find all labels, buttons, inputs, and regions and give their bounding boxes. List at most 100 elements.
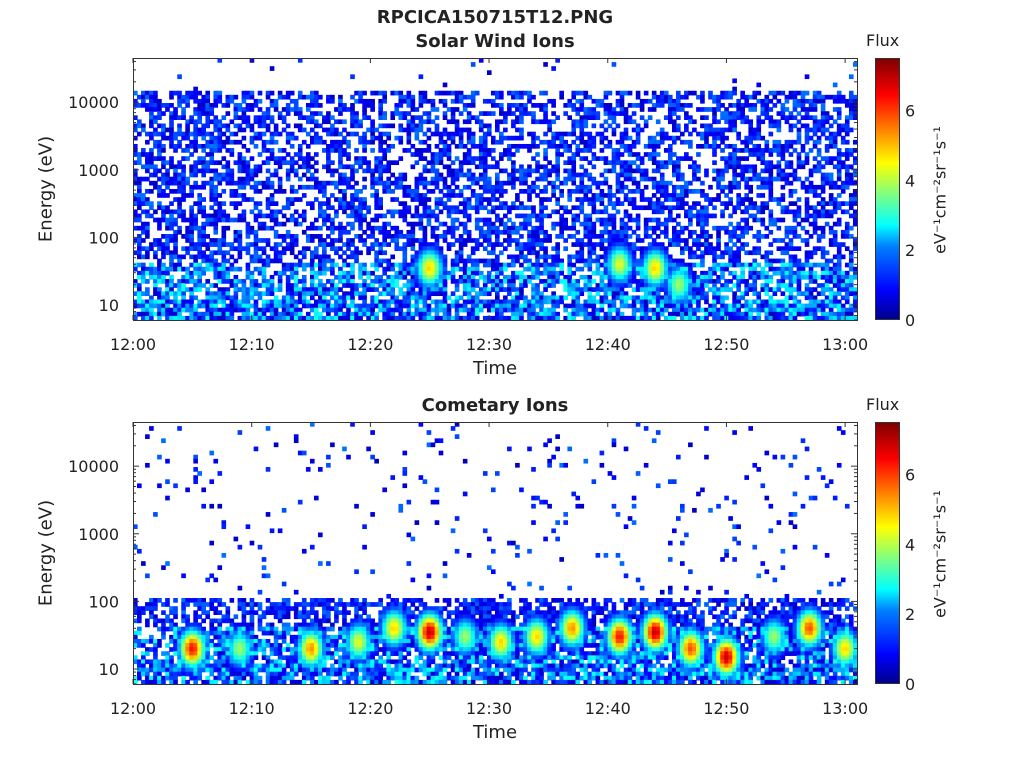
- spectrogram-cell: [470, 193, 476, 198]
- spectrogram-cell: [233, 103, 239, 108]
- spectrogram-cell: [667, 107, 673, 112]
- spectrogram-cell: [647, 315, 653, 320]
- spectrogram-cell: [133, 209, 138, 215]
- spectrogram-cell: [676, 262, 681, 268]
- spectrogram-cell: [627, 266, 633, 272]
- spectrogram-cell: [257, 168, 263, 174]
- spectrogram-cell: [603, 295, 609, 301]
- spectrogram-cell: [414, 189, 420, 194]
- spectrogram-cell: [253, 291, 259, 297]
- spectrogram-cell: [253, 307, 259, 313]
- spectrogram-cell: [519, 254, 524, 260]
- spectrogram-cell: [217, 119, 223, 125]
- spectrogram-cell: [603, 103, 609, 108]
- spectrogram-cell: [671, 262, 677, 268]
- spectrogram-cell: [603, 90, 609, 96]
- spectrogram-cell: [655, 234, 661, 239]
- spectrogram-cell: [241, 135, 247, 141]
- spectrogram-cell: [189, 172, 194, 178]
- spectrogram-cell: [458, 189, 464, 194]
- spectrogram-cell: [700, 205, 705, 211]
- spectrogram-cell: [507, 176, 512, 182]
- spectrogram-cell: [430, 180, 436, 186]
- spectrogram-cell: [486, 238, 492, 243]
- spectrogram-cell: [519, 172, 524, 178]
- spectrogram-cell: [358, 303, 363, 309]
- spectrogram-cell: [197, 193, 202, 198]
- spectrogram-cell: [651, 270, 657, 276]
- spectrogram-cell: [161, 299, 166, 305]
- spectrogram-cell: [555, 274, 560, 280]
- spectrogram-cell: [153, 254, 158, 260]
- spectrogram-cell: [611, 234, 617, 239]
- spectrogram-cell: [499, 315, 504, 320]
- spectrogram-cell: [362, 156, 367, 161]
- spectrogram-cell: [309, 315, 315, 320]
- spectrogram-cell: [346, 262, 351, 268]
- spectrogram-cell: [474, 201, 480, 206]
- spectrogram-cell: [696, 94, 701, 100]
- spectrogram-cell: [575, 217, 581, 223]
- spectrogram-cell: [692, 283, 697, 288]
- spectrogram-cell: [507, 287, 512, 292]
- spectrogram-cell: [655, 254, 661, 260]
- spectrogram-cell: [322, 287, 327, 292]
- spectrogram-cell: [643, 221, 649, 227]
- spectrogram-cell: [555, 221, 560, 227]
- spectrogram-cell: [490, 90, 496, 96]
- spectrogram-cell: [482, 279, 488, 284]
- spectrogram-cell: [571, 234, 577, 239]
- spectrogram-cell: [217, 193, 223, 198]
- spectrogram-cell: [185, 250, 190, 256]
- spectrogram-cell: [249, 176, 255, 182]
- spectrogram-cell: [281, 160, 287, 166]
- spectrogram-cell: [366, 205, 371, 211]
- spectrogram-cell: [398, 262, 404, 268]
- spectrogram-cell: [185, 193, 190, 198]
- spectrogram-cell: [362, 291, 367, 297]
- spectrogram-cell: [225, 135, 231, 141]
- spectrogram-cell: [285, 262, 291, 268]
- spectrogram-cell: [293, 254, 299, 260]
- spectrogram-cell: [474, 193, 480, 198]
- spectrogram-cell: [655, 209, 661, 215]
- spectrogram-cell: [615, 274, 621, 280]
- spectrogram-cell: [201, 213, 206, 219]
- spectrogram-cell: [676, 94, 681, 100]
- spectrogram-cell: [635, 279, 641, 284]
- spectrogram-cell: [410, 115, 416, 121]
- spectrogram-cell: [426, 221, 432, 227]
- spectrogram-cell: [217, 295, 223, 301]
- spectrogram-cell: [474, 279, 480, 284]
- spectrogram-cell: [233, 193, 239, 198]
- spectrogram-cell: [543, 311, 548, 317]
- spectrogram-cell: [197, 156, 202, 161]
- spectrogram-cell: [676, 283, 681, 288]
- spectrogram-cell: [326, 299, 331, 305]
- spectrogram-cell: [297, 213, 303, 219]
- spectrogram-cell: [169, 213, 174, 219]
- spectrogram-cell: [454, 254, 460, 260]
- spectrogram-cell: [635, 152, 641, 157]
- spectrogram-cell: [165, 172, 170, 178]
- spectrogram-cell: [410, 262, 416, 268]
- spectrogram-cell: [322, 193, 327, 198]
- spectrogram-cell: [197, 250, 202, 256]
- spectrogram-cell: [482, 131, 488, 137]
- spectrogram-cell: [615, 201, 621, 206]
- spectrogram-cell: [639, 193, 645, 198]
- spectrogram-cell: [515, 295, 520, 301]
- spectrogram-cell: [177, 287, 182, 292]
- spectrogram-cell: [145, 246, 150, 252]
- spectrogram-cell: [647, 139, 653, 145]
- spectrogram-cell: [627, 258, 633, 264]
- spectrogram-cell: [527, 172, 532, 178]
- spectrogram-cell: [708, 270, 713, 276]
- spectrogram-cell: [450, 225, 456, 231]
- spectrogram-cell: [655, 189, 661, 194]
- spectrogram-cell: [346, 176, 351, 182]
- spectrogram-cell: [229, 295, 235, 301]
- spectrogram-cell: [338, 119, 343, 125]
- spectrogram-cell: [667, 315, 673, 320]
- spectrogram-cell: [490, 299, 496, 305]
